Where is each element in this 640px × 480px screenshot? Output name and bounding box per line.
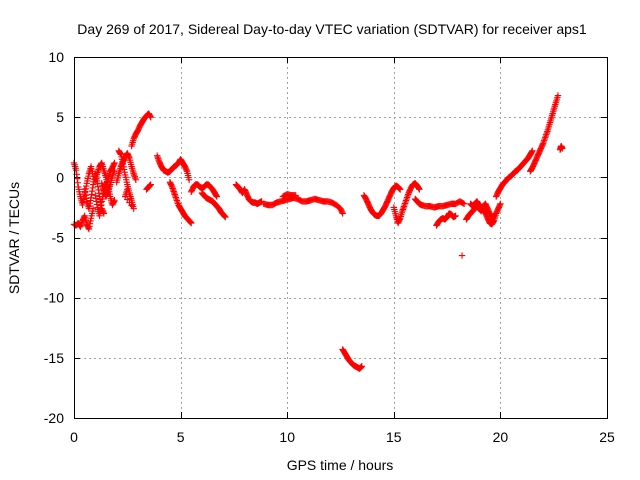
x-tick-label: 0 bbox=[70, 429, 78, 445]
data-point bbox=[111, 196, 118, 204]
data-point bbox=[358, 363, 366, 370]
y-tick-label: 0 bbox=[56, 169, 64, 185]
data-point bbox=[459, 200, 467, 207]
data-point bbox=[559, 145, 566, 152]
x-tick-label: 25 bbox=[599, 429, 615, 445]
y-tick-label: -20 bbox=[44, 410, 64, 426]
data-point bbox=[554, 92, 562, 99]
y-tick-label: -10 bbox=[44, 290, 64, 306]
data-point bbox=[124, 186, 131, 193]
chart-title: Day 269 of 2017, Sidereal Day-to-day VTE… bbox=[77, 21, 587, 37]
data-point bbox=[292, 192, 299, 199]
data-point bbox=[529, 147, 536, 155]
data-point bbox=[185, 176, 193, 183]
data-point bbox=[452, 212, 459, 220]
axis-ticks: 0 5 10 15 20 25 -20 -15 -10 -5 0 5 10 bbox=[44, 49, 615, 445]
x-tick-label: 15 bbox=[386, 429, 402, 445]
y-tick-label: 10 bbox=[48, 49, 64, 65]
y-tick-label: -5 bbox=[52, 230, 65, 246]
x-tick-label: 10 bbox=[279, 429, 295, 445]
grid-lines bbox=[74, 57, 607, 418]
x-axis-label: GPS time / hours bbox=[287, 457, 394, 473]
data-point bbox=[188, 219, 195, 227]
data-point bbox=[396, 186, 404, 193]
data-point bbox=[497, 200, 504, 208]
x-tick-label: 20 bbox=[493, 429, 509, 445]
plot-frame bbox=[74, 57, 608, 419]
data-point bbox=[460, 200, 468, 208]
data-point bbox=[213, 193, 221, 200]
y-tick-label: -15 bbox=[44, 350, 64, 366]
data-point bbox=[111, 159, 118, 167]
data-point bbox=[147, 113, 154, 121]
data-points bbox=[70, 92, 566, 372]
data-point bbox=[339, 210, 346, 217]
data-point bbox=[222, 213, 229, 221]
y-tick-label: 5 bbox=[56, 109, 64, 125]
data-point bbox=[147, 181, 154, 188]
y-axis-label: SDTVAR / TECUs bbox=[6, 182, 22, 294]
x-tick-label: 5 bbox=[177, 429, 185, 445]
data-point bbox=[416, 186, 423, 193]
data-point bbox=[132, 176, 140, 183]
data-point bbox=[458, 252, 466, 259]
